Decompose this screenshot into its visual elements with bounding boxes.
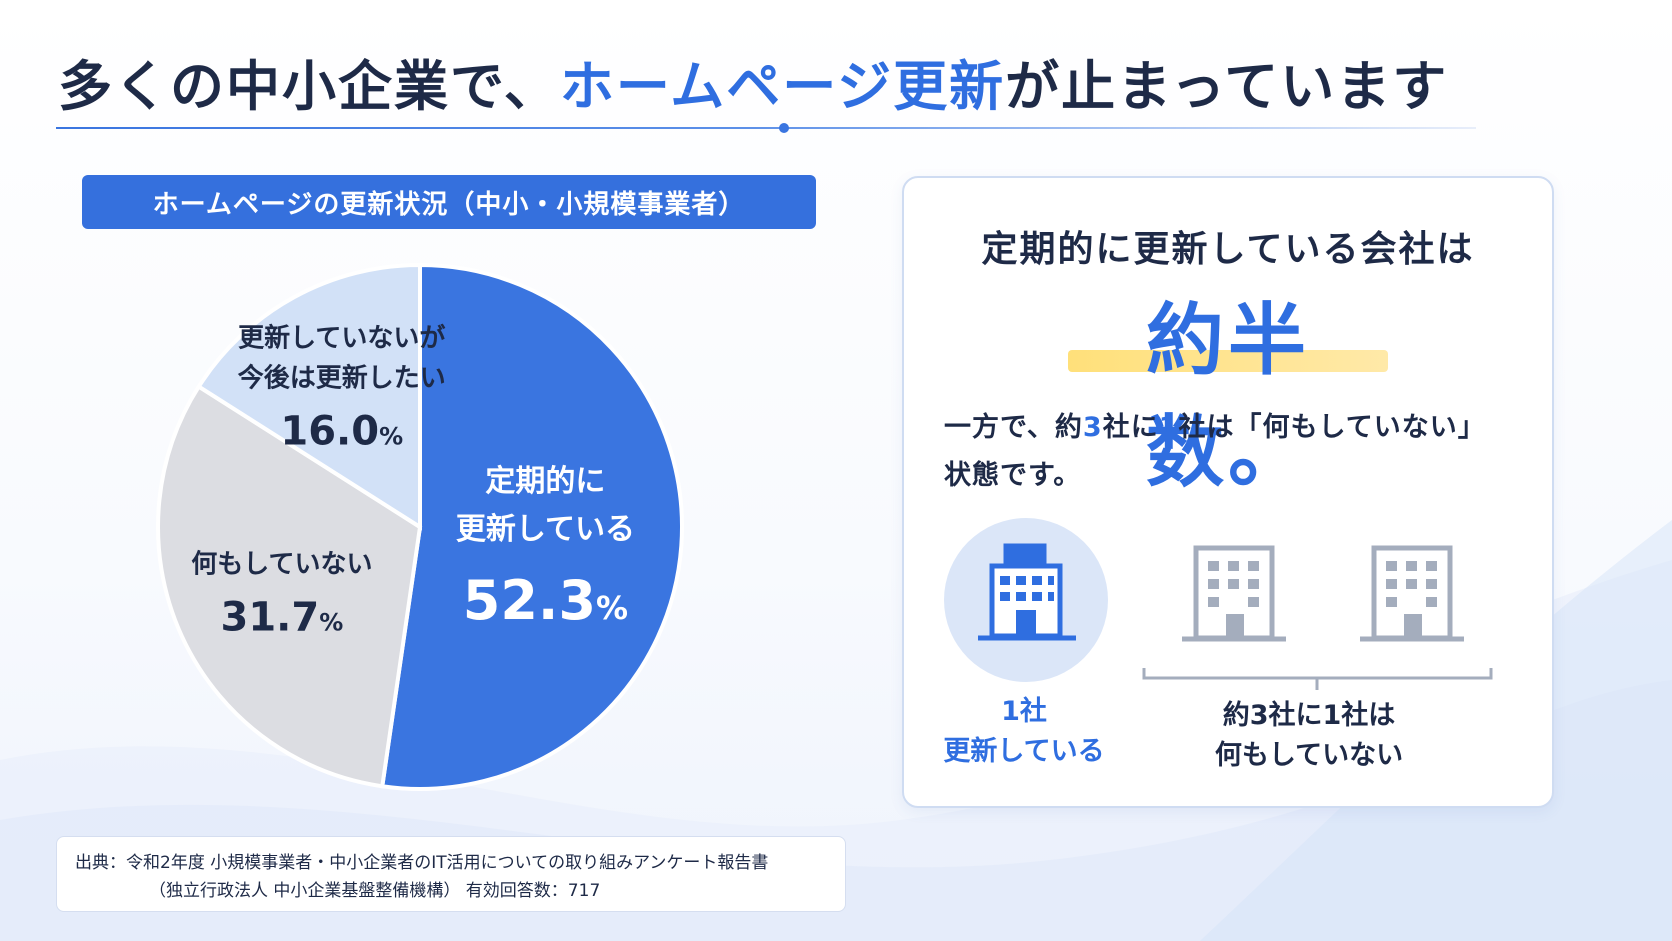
card-description: 一方で、約3社に1社は「何もしていない」 状態です。 bbox=[944, 404, 1524, 500]
summary-card: 定期的に更新している会社は 約半数。 一方で、約3社に1社は「何もしていない」 … bbox=[902, 176, 1554, 808]
headline-wrap: 約半数。 bbox=[1068, 278, 1388, 498]
desc-text-a: 一方で、約 bbox=[944, 412, 1083, 443]
title-part2: が止まっています bbox=[1005, 55, 1449, 118]
desc-line-2: 状態です。 bbox=[944, 460, 1082, 491]
caption-updating-label: 更新している bbox=[943, 736, 1105, 767]
desc-text-c: 社は「何もしていない」 bbox=[1178, 412, 1486, 443]
title-highlight: ホームページ更新 bbox=[559, 55, 1006, 118]
desc-number-1: 3 bbox=[1082, 412, 1103, 443]
caption-updating: 1社 更新している bbox=[904, 692, 1144, 772]
title-underline bbox=[56, 123, 1476, 133]
page-title: 多くの中小企業で、ホームページ更新が止まっています bbox=[58, 42, 1448, 121]
building-illustration bbox=[944, 518, 1493, 690]
source-line-1: 出典：令和2年度 小規模事業者・中小企業者のIT活用についての取り組みアンケート… bbox=[75, 853, 769, 873]
caption-not-updating-label: 何もしていない bbox=[1214, 740, 1404, 771]
desc-number-2: 1 bbox=[1158, 412, 1179, 443]
office-building-icon bbox=[1182, 545, 1286, 642]
title-part1: 多くの中小企業で、 bbox=[58, 55, 560, 118]
group-bracket bbox=[1142, 668, 1493, 690]
caption-not-updating: 約3社に1社は 何もしていない bbox=[1164, 696, 1454, 776]
desc-text-b: 社に bbox=[1102, 412, 1159, 443]
card-lead: 定期的に更新している会社は bbox=[981, 229, 1475, 270]
office-building-icon bbox=[1360, 545, 1464, 642]
source-citation: 出典：令和2年度 小規模事業者・中小企業者のIT活用についての取り組みアンケート… bbox=[56, 836, 846, 912]
chart-title: ホームページの更新状況（中小・小規模事業者） bbox=[82, 175, 816, 229]
headline-highlight-marker bbox=[1068, 350, 1388, 372]
source-line-2: （独立行政法人 中小企業基盤整備機構） 有効回答数：717 bbox=[149, 881, 601, 901]
card-headline: 約半数。 bbox=[1145, 296, 1310, 498]
caption-not-updating-ratio: 約3社に1社は bbox=[1222, 700, 1396, 731]
caption-updating-count: 1社 bbox=[1001, 696, 1047, 727]
